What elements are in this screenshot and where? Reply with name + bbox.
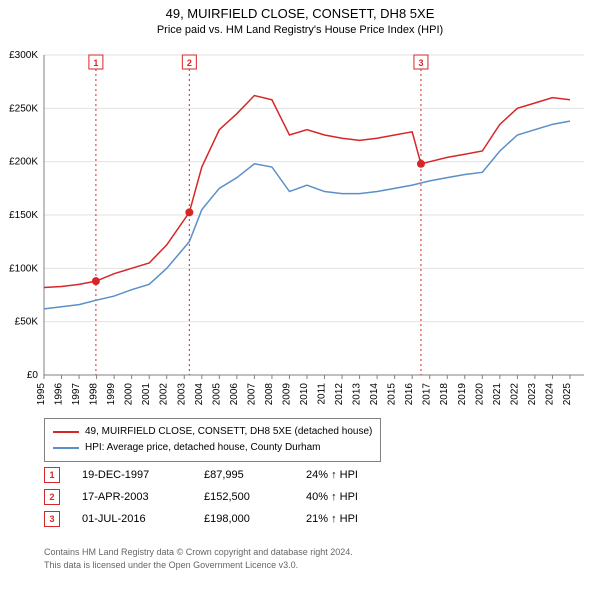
svg-text:2010: 2010 (299, 383, 310, 406)
svg-text:2024: 2024 (544, 383, 555, 406)
attribution-line-2: This data is licensed under the Open Gov… (44, 559, 353, 572)
chart-title: 49, MUIRFIELD CLOSE, CONSETT, DH8 5XE (0, 0, 600, 21)
svg-text:1997: 1997 (71, 383, 82, 406)
legend-row: HPI: Average price, detached house, Coun… (53, 440, 372, 456)
svg-text:2: 2 (187, 58, 192, 68)
sale-row: 1 19-DEC-1997 £87,995 24% ↑ HPI (44, 464, 358, 486)
svg-text:2009: 2009 (281, 383, 292, 406)
svg-text:2001: 2001 (141, 383, 152, 406)
legend: 49, MUIRFIELD CLOSE, CONSETT, DH8 5XE (d… (44, 418, 381, 462)
sale-date: 17-APR-2003 (82, 491, 182, 503)
svg-text:2000: 2000 (124, 383, 135, 406)
sale-date: 19-DEC-1997 (82, 469, 182, 481)
svg-text:1999: 1999 (106, 383, 117, 406)
svg-text:2018: 2018 (439, 383, 450, 406)
svg-text:1998: 1998 (89, 383, 100, 406)
sale-price: £152,500 (204, 491, 284, 503)
svg-text:2020: 2020 (474, 383, 485, 406)
svg-text:2017: 2017 (422, 383, 433, 406)
sale-marker: 2 (44, 489, 60, 505)
svg-text:2015: 2015 (387, 383, 398, 406)
sale-price: £198,000 (204, 513, 284, 525)
sale-delta: 21% ↑ HPI (306, 513, 358, 525)
sale-price: £87,995 (204, 469, 284, 481)
svg-text:2021: 2021 (492, 383, 503, 406)
svg-text:2012: 2012 (334, 383, 345, 406)
attribution-line-1: Contains HM Land Registry data © Crown c… (44, 546, 353, 559)
sale-marker: 3 (44, 511, 60, 527)
legend-swatch (53, 431, 79, 433)
sale-date: 01-JUL-2016 (82, 513, 182, 525)
sale-delta: 40% ↑ HPI (306, 491, 358, 503)
svg-text:2023: 2023 (527, 383, 538, 406)
svg-text:1996: 1996 (54, 383, 65, 406)
svg-text:£100K: £100K (9, 263, 38, 274)
sale-marker: 1 (44, 467, 60, 483)
sale-row: 3 01-JUL-2016 £198,000 21% ↑ HPI (44, 508, 358, 530)
sale-row: 2 17-APR-2003 £152,500 40% ↑ HPI (44, 486, 358, 508)
svg-text:£50K: £50K (15, 317, 39, 328)
sales-table: 1 19-DEC-1997 £87,995 24% ↑ HPI 2 17-APR-2003… (44, 464, 358, 530)
legend-label: HPI: Average price, detached house, Coun… (85, 440, 321, 456)
chart-subtitle: Price paid vs. HM Land Registry's House … (0, 21, 600, 36)
price-chart: £0£50K£100K£150K£200K£250K£300K199519961… (44, 55, 584, 375)
svg-text:£0: £0 (27, 370, 39, 381)
svg-text:2011: 2011 (317, 383, 328, 405)
svg-text:£150K: £150K (9, 210, 38, 221)
svg-text:2016: 2016 (404, 383, 415, 406)
svg-text:2013: 2013 (352, 383, 363, 406)
svg-text:2006: 2006 (229, 383, 240, 406)
legend-label: 49, MUIRFIELD CLOSE, CONSETT, DH8 5XE (d… (85, 424, 372, 440)
svg-text:2022: 2022 (509, 383, 520, 406)
svg-text:2008: 2008 (264, 383, 275, 406)
chart-container: { "title": "49, MUIRFIELD CLOSE, CONSETT… (0, 0, 600, 590)
svg-text:£250K: £250K (9, 103, 38, 114)
svg-text:1: 1 (93, 58, 98, 68)
sale-delta: 24% ↑ HPI (306, 469, 358, 481)
svg-text:3: 3 (418, 58, 423, 68)
svg-text:2002: 2002 (159, 383, 170, 406)
svg-text:2005: 2005 (211, 383, 222, 406)
svg-text:£200K: £200K (9, 157, 38, 168)
svg-text:2004: 2004 (194, 383, 205, 406)
svg-text:2007: 2007 (246, 383, 257, 406)
attribution: Contains HM Land Registry data © Crown c… (44, 546, 353, 571)
legend-swatch (53, 447, 79, 449)
svg-text:2019: 2019 (457, 383, 468, 406)
svg-text:2003: 2003 (176, 383, 187, 406)
svg-text:£300K: £300K (9, 50, 38, 61)
svg-text:2025: 2025 (562, 383, 573, 406)
legend-row: 49, MUIRFIELD CLOSE, CONSETT, DH8 5XE (d… (53, 424, 372, 440)
svg-text:1995: 1995 (36, 383, 47, 406)
svg-text:2014: 2014 (369, 383, 380, 406)
